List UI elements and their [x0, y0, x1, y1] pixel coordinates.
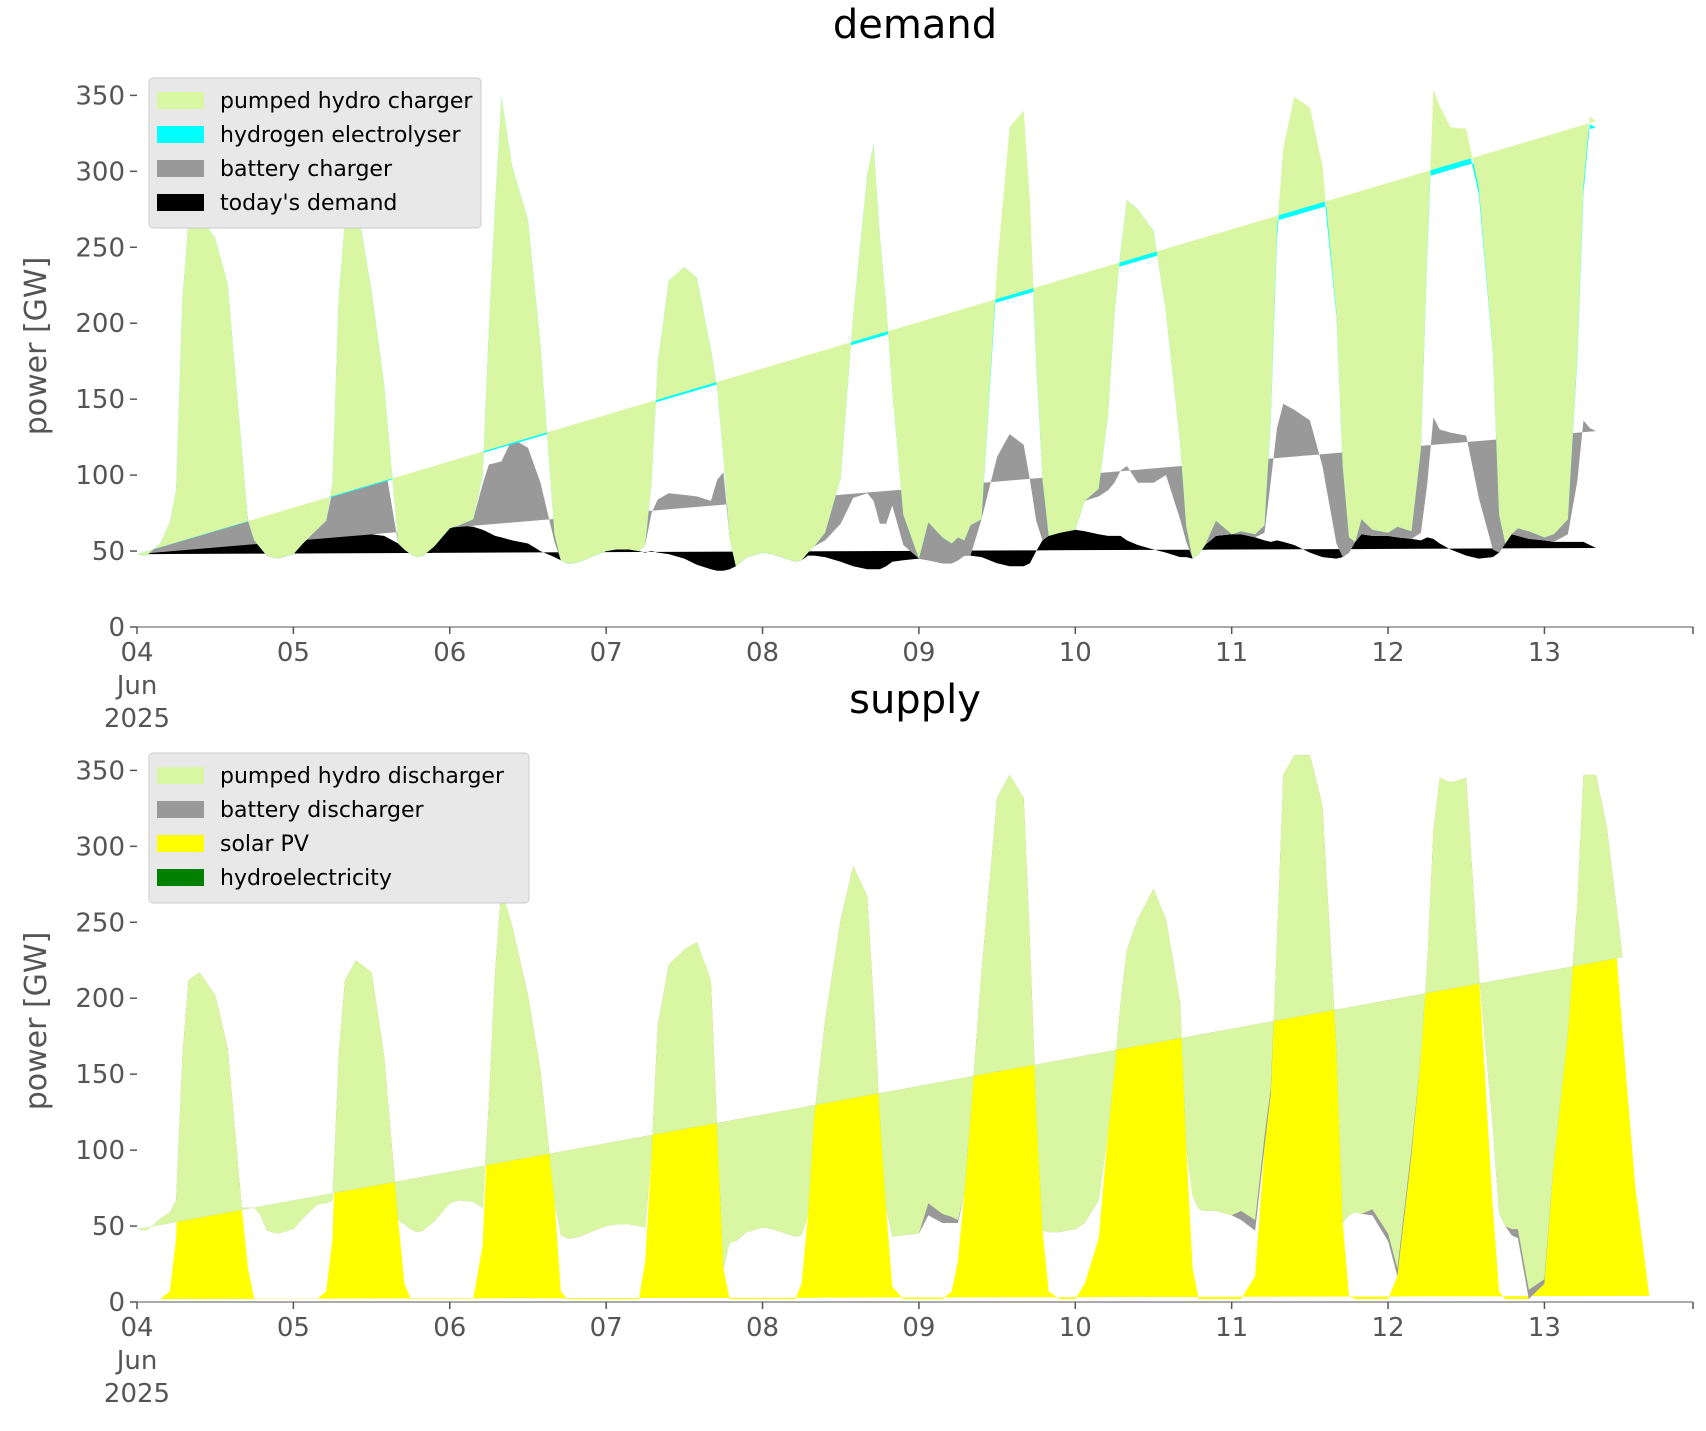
x-tick-label: 07 [590, 638, 623, 668]
x-tick-sublabel: Jun [115, 671, 158, 701]
y-tick-label: 200 [75, 984, 125, 1014]
y-tick-label: 150 [75, 1060, 125, 1090]
x-tick-label: 13 [1528, 638, 1561, 668]
legend-swatch [157, 194, 204, 211]
x-tick-label: 04 [120, 1313, 153, 1343]
x-tick-label: 10 [1059, 638, 1092, 668]
y-tick-label: 100 [75, 461, 125, 491]
y-tick-label: 0 [108, 613, 125, 643]
y-tick-label: 50 [92, 1212, 125, 1242]
x-tick-label: 11 [1215, 1313, 1248, 1343]
y-tick-label: 100 [75, 1136, 125, 1166]
x-tick-label: 04 [120, 638, 153, 668]
x-tick-label: 08 [746, 1313, 779, 1343]
chart-title: demand [833, 2, 997, 48]
legend-label: hydroelectricity [220, 866, 392, 891]
x-tick-label: 09 [902, 1313, 935, 1343]
y-tick-label: 150 [75, 385, 125, 415]
y-tick-label: 50 [92, 537, 125, 567]
legend-label: today's demand [220, 191, 397, 216]
legend-swatch [157, 801, 204, 818]
x-tick-label: 11 [1215, 638, 1248, 668]
y-axis-label: power [GW] [19, 932, 54, 1111]
legend-frame [148, 77, 482, 229]
x-tick-label: 05 [277, 1313, 310, 1343]
y-tick-label: 350 [75, 81, 125, 111]
series-area-pumped-hydro-charger [137, 89, 1596, 567]
x-tick-label: 07 [590, 1313, 623, 1343]
legend: pumped hydro discharger battery discharge… [148, 752, 530, 904]
y-tick-label: 200 [75, 309, 125, 339]
x-tick-sublabel: Jun [115, 1346, 158, 1376]
legend-swatch [157, 767, 204, 784]
legend: pumped hydro charger hydrogen electrolyse… [148, 77, 482, 229]
x-tick-label: 12 [1372, 1313, 1405, 1343]
legend-label: hydrogen electrolyser [220, 123, 461, 148]
series-area-today-s-demand [137, 525, 1596, 571]
legend-swatch [157, 160, 204, 177]
legend-label: battery charger [220, 157, 393, 182]
x-tick-sublabel: 2025 [104, 1379, 170, 1409]
y-tick-label: 250 [75, 908, 125, 938]
x-tick-label: 10 [1059, 1313, 1092, 1343]
x-tick-label: 06 [433, 1313, 466, 1343]
x-tick-label: 06 [433, 638, 466, 668]
y-tick-label: 350 [75, 756, 125, 786]
y-tick-label: 0 [108, 1288, 125, 1318]
x-tick-label: 09 [902, 638, 935, 668]
x-tick-label: 13 [1528, 1313, 1561, 1343]
legend-label: pumped hydro discharger [220, 764, 505, 789]
chart-title: supply [849, 677, 981, 723]
y-axis-label: power [GW] [19, 257, 54, 436]
y-tick-label: 300 [75, 157, 125, 187]
x-tick-label: 08 [746, 638, 779, 668]
legend-swatch [157, 92, 204, 109]
series-area-pumped-hydro-discharger [137, 755, 1623, 1290]
legend-label: solar PV [220, 832, 309, 857]
legend-swatch [157, 869, 204, 886]
y-tick-label: 300 [75, 832, 125, 862]
y-tick-label: 250 [75, 233, 125, 263]
legend-swatch [157, 835, 204, 852]
legend-label: pumped hydro charger [220, 89, 473, 114]
x-tick-label: 12 [1372, 638, 1405, 668]
legend-frame [148, 752, 530, 904]
x-tick-label: 05 [277, 638, 310, 668]
x-tick-sublabel: 2025 [104, 704, 170, 734]
series-area-solar-pv [137, 755, 1650, 1299]
legend-swatch [157, 126, 204, 143]
legend-label: battery discharger [220, 798, 425, 823]
